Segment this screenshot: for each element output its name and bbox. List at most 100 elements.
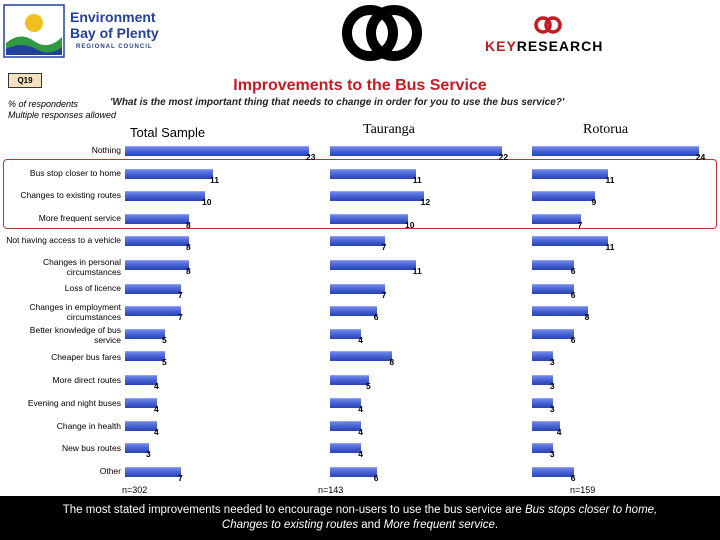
bar-total (125, 191, 205, 201)
data-label-tauranga: 6 (373, 312, 379, 322)
bar-total (125, 375, 157, 385)
bar-tauranga (330, 169, 416, 179)
category-label: Bus stop closer to home (29, 168, 121, 178)
category-label: Other (99, 466, 121, 476)
footer-emph-2: Changes to existing routes (221, 519, 359, 531)
bar-rotorua (532, 191, 595, 201)
bar-tauranga (330, 329, 362, 339)
data-label-total: 7 (178, 473, 183, 483)
category-label: Cheaper bus fares (51, 352, 121, 362)
data-label-total: 8 (186, 220, 191, 230)
bar-rotorua (532, 351, 553, 361)
data-label-total: 7 (178, 290, 183, 300)
bar-tauranga (330, 284, 385, 294)
data-label-rotorua: 6 (570, 335, 576, 345)
brand-line1: Environment (70, 9, 156, 25)
environment-bop-logo-icon (3, 4, 65, 58)
bar-tauranga (330, 421, 362, 431)
data-label-rotorua: 11 (605, 242, 615, 252)
bar-total (125, 351, 165, 361)
bar-tauranga (330, 236, 385, 246)
bar-rotorua (532, 375, 553, 385)
bar-total (125, 467, 181, 477)
data-label-tauranga: 4 (358, 404, 363, 414)
footer-text-3: . (494, 519, 499, 531)
keyresearch-logo (330, 3, 630, 63)
bar-total (125, 421, 157, 431)
bar-rotorua (532, 214, 581, 224)
data-label-total: 7 (178, 312, 183, 322)
bar-rotorua (532, 169, 609, 179)
data-label-total: 11 (210, 175, 219, 185)
bar-total (125, 169, 213, 179)
data-label-rotorua: 7 (577, 220, 583, 230)
footer-emph-3: More frequent service (383, 519, 495, 531)
category-label: Evening and night buses (27, 398, 121, 408)
series-header-total: Total Sample (130, 125, 206, 140)
data-label-total: 23 (306, 152, 316, 162)
data-label-rotorua: 9 (591, 197, 597, 207)
data-label-tauranga: 12 (420, 197, 431, 207)
category-label: Better knowledge of bus service (29, 325, 121, 345)
data-label-total: 4 (154, 404, 159, 414)
bar-total (125, 306, 181, 316)
bar-rotorua (532, 443, 553, 453)
data-label-tauranga: 7 (381, 242, 387, 252)
bar-rotorua (532, 236, 609, 246)
data-label-tauranga: 8 (389, 357, 395, 367)
bar-tauranga (330, 467, 377, 477)
data-label-tauranga: 10 (405, 220, 415, 230)
keyresearch-wordmark: KEYRESEARCH (485, 38, 603, 54)
environment-bop-logo (2, 3, 162, 60)
footer-text-2: and (358, 519, 384, 531)
n-label-rotorua: n=159 (570, 485, 596, 495)
data-label-total: 8 (186, 242, 191, 252)
data-label-tauranga: 4 (358, 449, 363, 459)
footer-text-1: The most stated improvements needed to e… (62, 504, 525, 516)
bar-total (125, 443, 149, 453)
bar-total (125, 329, 165, 339)
bar-rotorua (532, 260, 574, 270)
bar-total (125, 214, 189, 224)
data-label-tauranga: 11 (412, 266, 422, 276)
chart-title: Improvements to the Bus Service (233, 77, 487, 94)
bar-tauranga (330, 260, 416, 270)
survey-question: 'What is the most important thing that n… (110, 97, 565, 108)
bar-tauranga (330, 375, 369, 385)
data-label-total: 5 (162, 335, 167, 345)
data-label-tauranga: 11 (412, 175, 422, 185)
category-label: More frequent service (38, 213, 121, 223)
wordmark-research: RESEARCH (516, 38, 604, 54)
category-label: Changes in employment circumstances (29, 302, 121, 322)
data-label-tauranga: 4 (358, 427, 363, 437)
highlight-box (3, 159, 717, 229)
data-label-rotorua: 6 (570, 266, 576, 276)
data-label-total: 5 (162, 357, 167, 367)
bar-rotorua (532, 329, 574, 339)
data-label-rotorua: 6 (570, 473, 576, 483)
footer-emph-1: Bus stops closer to home, (524, 504, 658, 516)
bar-total (125, 146, 309, 156)
data-label-tauranga: 6 (373, 473, 379, 483)
bar-total (125, 398, 157, 408)
bar-tauranga (330, 398, 362, 408)
series-header-rotorua: Rotorua (583, 122, 629, 137)
brand-subtitle: REGIONAL COUNCIL (76, 44, 153, 50)
category-label: More direct routes (52, 375, 122, 385)
n-label-tauranga: n=143 (318, 485, 344, 495)
data-label-rotorua: 11 (605, 175, 615, 185)
bar-rotorua (532, 284, 574, 294)
bar-rotorua (532, 306, 588, 316)
bar-total (125, 236, 189, 246)
data-label-rotorua: 3 (549, 449, 555, 459)
category-label: Not having access to a vehicle (6, 235, 121, 245)
bar-rotorua (532, 398, 553, 408)
bar-rotorua (532, 146, 699, 156)
bar-rotorua (532, 467, 574, 477)
bar-rotorua (532, 421, 560, 431)
data-label-total: 8 (186, 266, 191, 276)
bar-tauranga (330, 146, 502, 156)
data-label-rotorua: 3 (549, 404, 555, 414)
bar-tauranga (330, 191, 424, 201)
wordmark-key: KEY (485, 38, 517, 54)
